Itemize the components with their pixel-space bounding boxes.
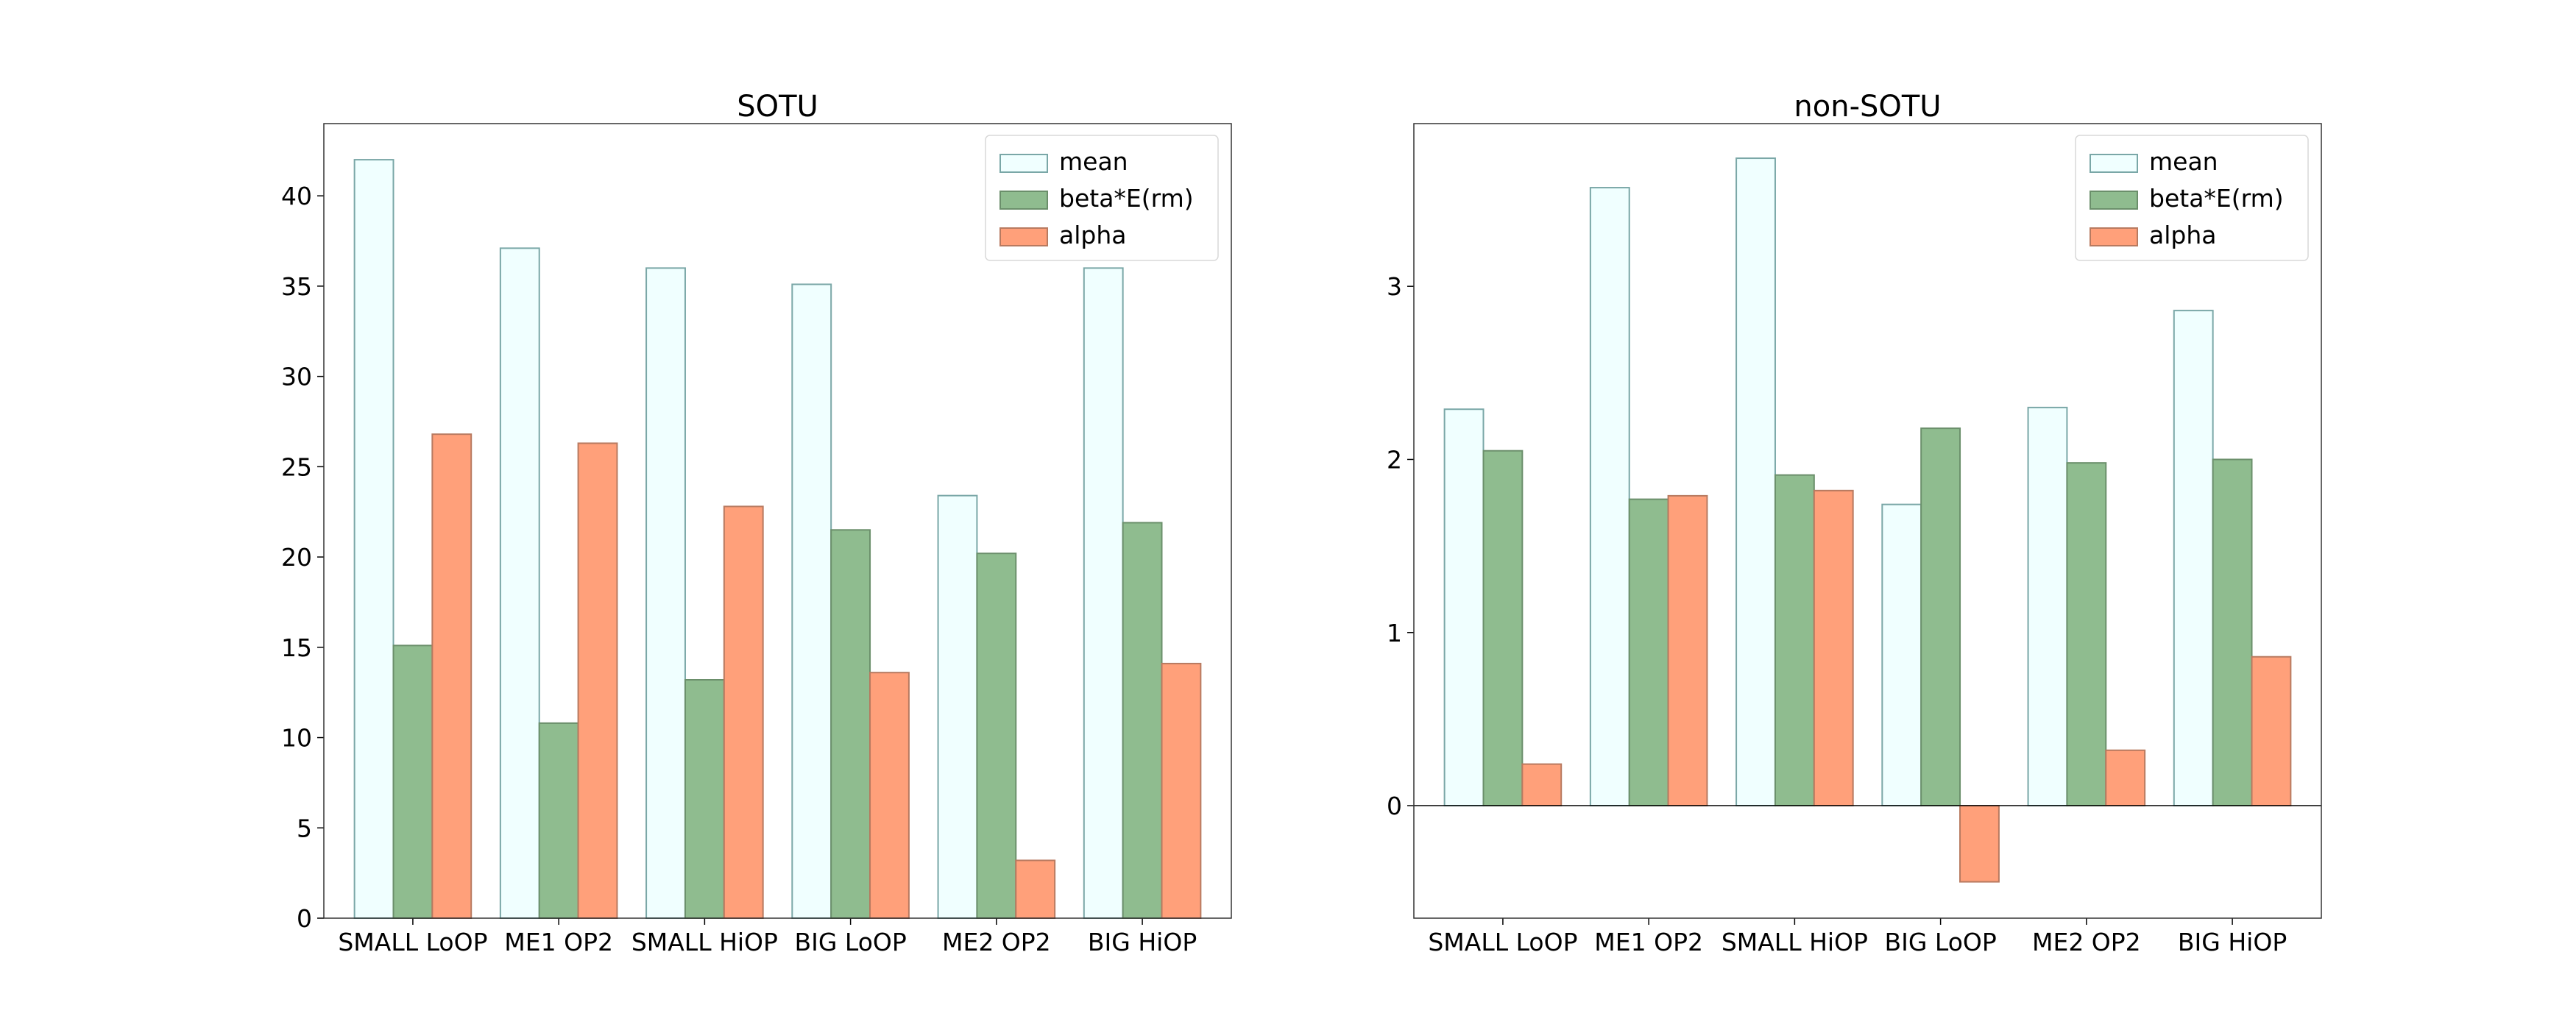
bar-mean bbox=[937, 494, 978, 919]
bar-beta-e-rm- bbox=[392, 644, 434, 919]
bar-beta-e-rm- bbox=[1628, 498, 1669, 807]
legend-label: beta*E(rm) bbox=[1059, 184, 1194, 213]
bar-alpha bbox=[1667, 494, 1708, 807]
bar-alpha bbox=[1521, 763, 1563, 807]
legend-label: alpha bbox=[1059, 221, 1126, 249]
x-tick-label: ME1 OP2 bbox=[504, 928, 613, 956]
legend-swatch bbox=[2090, 191, 2138, 210]
legend-swatch bbox=[2090, 154, 2138, 173]
y-tick-label: 15 bbox=[281, 633, 312, 662]
x-tick-label: SMALL LoOP bbox=[338, 928, 487, 956]
bar-mean bbox=[1589, 187, 1630, 807]
y-tick-label: 35 bbox=[281, 272, 312, 301]
bar-mean bbox=[645, 267, 686, 919]
legend-swatch bbox=[999, 154, 1048, 173]
bar-alpha bbox=[2251, 656, 2292, 807]
bar-alpha bbox=[869, 672, 910, 919]
x-tick-label: BIG HiOP bbox=[1088, 928, 1197, 956]
bar-alpha bbox=[577, 442, 618, 919]
bar-mean bbox=[1881, 503, 1922, 807]
bar-mean bbox=[1735, 157, 1776, 807]
y-tick-label: 3 bbox=[1387, 272, 1402, 301]
chart-title: SOTU bbox=[737, 90, 818, 124]
bar-beta-e-rm- bbox=[684, 679, 725, 919]
bar-alpha bbox=[1161, 662, 1202, 920]
bar-beta-e-rm- bbox=[830, 529, 871, 919]
x-tick-label: ME2 OP2 bbox=[2032, 928, 2141, 956]
bar-beta-e-rm- bbox=[1482, 450, 1524, 807]
bar-beta-e-rm- bbox=[1122, 522, 1163, 919]
bar-mean bbox=[2027, 406, 2068, 807]
bar-beta-e-rm- bbox=[538, 722, 579, 920]
bar-beta-e-rm- bbox=[1774, 474, 1815, 807]
legend: mean beta*E(rm) alpha bbox=[985, 135, 1219, 261]
bar-beta-e-rm- bbox=[2066, 462, 2107, 807]
legend: mean beta*E(rm) alpha bbox=[2075, 135, 2309, 261]
bar-alpha bbox=[2105, 749, 2146, 807]
x-tick-label: BIG HiOP bbox=[2178, 928, 2287, 956]
bar-alpha bbox=[431, 433, 473, 919]
x-tick-label: SMALL HiOP bbox=[631, 928, 778, 956]
y-tick-label: 10 bbox=[281, 724, 312, 753]
bar-mean bbox=[1083, 267, 1124, 919]
x-tick-label: ME2 OP2 bbox=[942, 928, 1051, 956]
y-tick-label: 0 bbox=[1387, 792, 1402, 820]
bar-mean bbox=[1443, 408, 1485, 807]
x-tick-label: SMALL LoOP bbox=[1428, 928, 1577, 956]
legend-label: beta*E(rm) bbox=[2149, 184, 2284, 213]
y-tick-label: 0 bbox=[297, 904, 312, 933]
bar-mean bbox=[791, 283, 832, 920]
x-tick-label: SMALL HiOP bbox=[1722, 928, 1868, 956]
x-tick-label: BIG LoOP bbox=[1884, 928, 1996, 956]
bar-mean bbox=[353, 159, 394, 919]
x-tick-label: ME1 OP2 bbox=[1594, 928, 1703, 956]
bar-alpha bbox=[1959, 805, 2000, 883]
legend-label: alpha bbox=[2149, 221, 2216, 249]
plot-frame bbox=[1413, 123, 2322, 919]
bar-beta-e-rm- bbox=[1920, 427, 1961, 807]
chart-panel-1: non-SOTU SMALL LoOP ME1 OP2 SMALL HiOP BIG L… bbox=[1387, 90, 2322, 956]
bar-alpha bbox=[1015, 859, 1056, 920]
y-tick-label: 25 bbox=[281, 452, 312, 481]
y-tick-label: 5 bbox=[297, 814, 312, 842]
bar-mean bbox=[2173, 310, 2214, 807]
chart-title: non-SOTU bbox=[1794, 90, 1941, 124]
legend-swatch bbox=[999, 227, 1048, 246]
y-tick-label: 2 bbox=[1387, 445, 1402, 474]
bar-beta-e-rm- bbox=[2212, 458, 2253, 807]
y-tick-label: 20 bbox=[281, 543, 312, 572]
legend-label: mean bbox=[2149, 147, 2218, 176]
bar-mean bbox=[499, 247, 540, 919]
legend-swatch bbox=[2090, 227, 2138, 246]
legend-label: mean bbox=[1059, 147, 1128, 176]
bar-alpha bbox=[1813, 489, 1854, 807]
chart-panel-0: SOTU SMALL LoOP ME1 OP2 SMALL HiOP BIG LoOP M… bbox=[281, 90, 1232, 956]
bar-alpha bbox=[723, 505, 764, 919]
plot-frame bbox=[323, 123, 1232, 919]
y-tick-label: 40 bbox=[281, 182, 312, 210]
bar-beta-e-rm- bbox=[976, 553, 1017, 919]
legend-swatch bbox=[999, 191, 1048, 210]
y-tick-label: 1 bbox=[1387, 619, 1402, 647]
y-tick-label: 30 bbox=[281, 363, 312, 391]
x-tick-label: BIG LoOP bbox=[794, 928, 906, 956]
